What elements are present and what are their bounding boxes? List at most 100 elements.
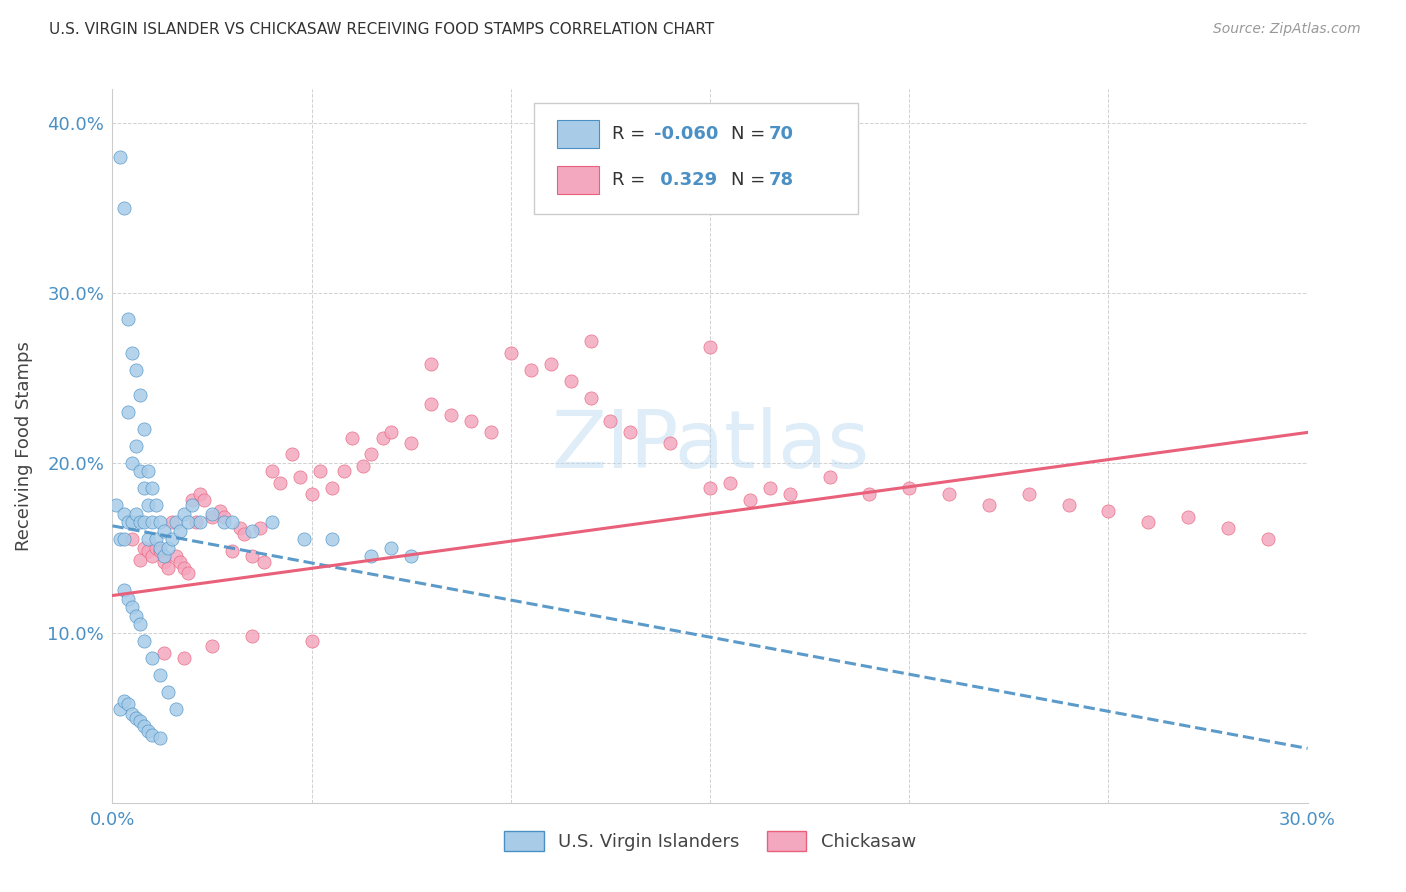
Point bbox=[1216, 520, 1239, 534]
Point bbox=[599, 413, 621, 427]
Point bbox=[360, 448, 382, 462]
Y-axis label: Receiving Food Stamps: Receiving Food Stamps bbox=[15, 341, 34, 551]
Point bbox=[269, 476, 291, 491]
Text: R =: R = bbox=[612, 125, 651, 143]
Point bbox=[292, 533, 315, 547]
Point bbox=[165, 702, 187, 716]
Point bbox=[193, 493, 215, 508]
Point bbox=[898, 482, 921, 496]
Point bbox=[212, 516, 235, 530]
Point bbox=[260, 465, 283, 479]
Text: 78: 78 bbox=[769, 171, 794, 189]
Point bbox=[145, 533, 167, 547]
Point bbox=[138, 465, 160, 479]
Point bbox=[560, 375, 582, 389]
Text: 0.329: 0.329 bbox=[654, 171, 717, 189]
Point bbox=[977, 499, 1000, 513]
Point bbox=[121, 456, 143, 470]
Point bbox=[181, 499, 204, 513]
Point bbox=[125, 362, 148, 376]
Point bbox=[288, 469, 311, 483]
Point bbox=[401, 435, 423, 450]
Point bbox=[373, 430, 395, 444]
Point bbox=[1057, 499, 1080, 513]
Point bbox=[440, 409, 463, 423]
Point bbox=[240, 629, 263, 643]
Point bbox=[380, 425, 402, 440]
Point bbox=[134, 422, 156, 436]
Point bbox=[129, 617, 152, 632]
Text: N =: N = bbox=[731, 125, 770, 143]
Point bbox=[177, 516, 200, 530]
Point bbox=[1018, 486, 1040, 500]
Point bbox=[114, 507, 135, 521]
Point bbox=[117, 698, 139, 712]
Point bbox=[153, 555, 176, 569]
Point bbox=[129, 516, 152, 530]
Point bbox=[229, 520, 252, 534]
Point bbox=[129, 388, 152, 402]
Point bbox=[360, 549, 382, 564]
Point bbox=[1257, 533, 1279, 547]
Text: -0.060: -0.060 bbox=[654, 125, 718, 143]
Point bbox=[380, 541, 402, 555]
Point bbox=[738, 493, 761, 508]
Point bbox=[141, 549, 163, 564]
Point bbox=[173, 561, 195, 575]
Point bbox=[401, 549, 423, 564]
Point bbox=[114, 201, 135, 215]
Point bbox=[188, 516, 211, 530]
Point bbox=[141, 651, 163, 665]
Point bbox=[579, 334, 602, 348]
Point bbox=[420, 358, 443, 372]
Point bbox=[121, 533, 143, 547]
Point bbox=[134, 482, 156, 496]
Legend: U.S. Virgin Islanders, Chickasaw: U.S. Virgin Islanders, Chickasaw bbox=[496, 823, 924, 858]
Point bbox=[332, 465, 354, 479]
Point bbox=[173, 507, 195, 521]
Point bbox=[121, 345, 143, 359]
Point bbox=[125, 507, 148, 521]
Point bbox=[117, 591, 139, 606]
Point bbox=[221, 544, 243, 558]
Point bbox=[134, 541, 156, 555]
Point bbox=[157, 561, 180, 575]
Point bbox=[240, 524, 263, 538]
Point bbox=[479, 425, 502, 440]
Point bbox=[145, 541, 167, 555]
Point bbox=[173, 651, 195, 665]
Point bbox=[240, 549, 263, 564]
Point bbox=[281, 448, 304, 462]
Point bbox=[129, 465, 152, 479]
Text: ZIPatlas: ZIPatlas bbox=[551, 407, 869, 485]
Point bbox=[186, 516, 208, 530]
Point bbox=[938, 486, 960, 500]
Point bbox=[321, 533, 343, 547]
Text: U.S. VIRGIN ISLANDER VS CHICKASAW RECEIVING FOOD STAMPS CORRELATION CHART: U.S. VIRGIN ISLANDER VS CHICKASAW RECEIV… bbox=[49, 22, 714, 37]
Point bbox=[129, 553, 152, 567]
Point bbox=[699, 482, 721, 496]
Point bbox=[699, 341, 721, 355]
Point bbox=[125, 439, 148, 453]
Point bbox=[221, 516, 243, 530]
Point bbox=[253, 555, 276, 569]
Text: 70: 70 bbox=[769, 125, 794, 143]
Point bbox=[157, 685, 180, 699]
Point bbox=[121, 600, 143, 615]
Point bbox=[177, 566, 200, 581]
Point bbox=[1097, 503, 1119, 517]
Point bbox=[165, 549, 187, 564]
Point bbox=[818, 469, 841, 483]
Point bbox=[165, 516, 187, 530]
Point bbox=[117, 516, 139, 530]
Point bbox=[659, 435, 682, 450]
Point bbox=[201, 507, 224, 521]
Point bbox=[134, 719, 156, 733]
Point bbox=[420, 396, 443, 410]
Point bbox=[1137, 516, 1160, 530]
Point bbox=[779, 486, 801, 500]
Text: N =: N = bbox=[731, 171, 770, 189]
Point bbox=[188, 486, 211, 500]
Point bbox=[249, 520, 271, 534]
Point bbox=[114, 533, 135, 547]
